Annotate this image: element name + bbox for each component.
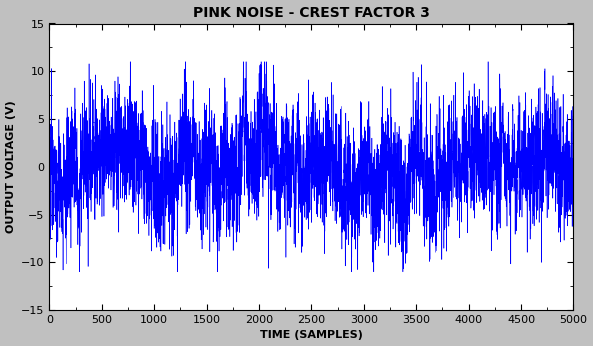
Title: PINK NOISE - CREST FACTOR 3: PINK NOISE - CREST FACTOR 3	[193, 6, 430, 20]
Y-axis label: OUTPUT VOLTAGE (V): OUTPUT VOLTAGE (V)	[5, 100, 15, 233]
X-axis label: TIME (SAMPLES): TIME (SAMPLES)	[260, 330, 363, 340]
